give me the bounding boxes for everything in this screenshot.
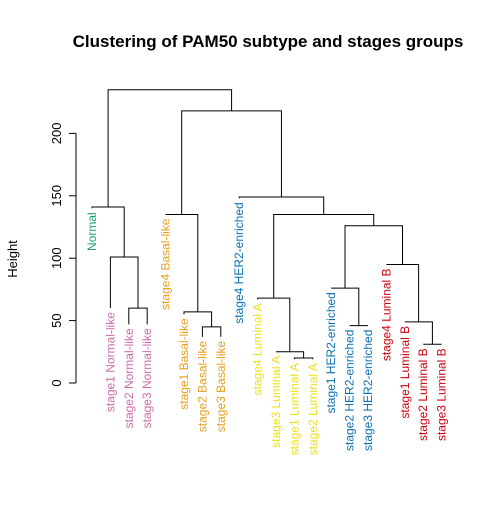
leaf-label: stage2 Luminal A — [306, 363, 320, 455]
dendrogram-branch — [293, 357, 314, 360]
leaf-label: stage4 Basal-like — [159, 218, 173, 310]
leaf-label: stage1 Luminal A — [287, 363, 301, 455]
dendrogram-branch — [404, 321, 433, 345]
dendrogram-branch — [181, 110, 282, 215]
leaf-label: stage3 HER2-enriched — [361, 330, 375, 451]
leaf-label: stage2 HER2-enriched — [343, 330, 357, 451]
leaf-label: stage1 Luminal B — [398, 326, 412, 419]
dendrogram-branch — [107, 89, 233, 208]
chart-title: Clustering of PAM50 subtype and stages g… — [73, 32, 464, 51]
y-tick-label: 150 — [49, 185, 64, 207]
y-tick-label: 0 — [49, 379, 64, 386]
leaf-label: stage2 Basal-like — [195, 341, 209, 433]
leaf-label: stage1 Basal-like — [177, 318, 191, 410]
dendrogram-branch — [386, 263, 420, 322]
dendrogram-branch — [165, 214, 199, 312]
dendrogram-branch — [109, 256, 139, 309]
leaf-label: stage2 Normal-like — [122, 328, 136, 428]
dendrogram-branch — [201, 326, 222, 337]
leaf-label: stage3 Basal-like — [214, 341, 228, 433]
y-tick-label: 100 — [49, 247, 64, 269]
leaf-label: stage2 Luminal B — [416, 348, 430, 441]
dendrogram-branch — [273, 214, 375, 299]
y-tick-label: 200 — [49, 123, 64, 145]
leaf-label: stage3 Luminal B — [435, 348, 449, 441]
dendrogram-branch — [331, 287, 360, 326]
dendrogram-branch — [276, 351, 305, 359]
leaf-label: stage4 Luminal A — [251, 303, 265, 395]
y-axis: 0 50 100 150 200 — [49, 123, 77, 387]
dendrogram-branch — [344, 225, 403, 289]
y-axis-label: Height — [5, 240, 20, 278]
y-tick-label: 50 — [49, 313, 64, 327]
leaf-label: stage4 Luminal B — [379, 268, 393, 361]
leaf-labels: Normal stage1 Normal-like stage2 Normal-li… — [85, 202, 449, 455]
leaf-label: stage4 HER2-enriched — [232, 202, 246, 323]
dendrogram-branch — [238, 196, 325, 215]
dendrogram-branch — [128, 307, 148, 325]
leaf-label: stage1 HER2-enriched — [324, 292, 338, 413]
dendrogram-tree — [91, 89, 442, 360]
leaf-label: stage3 Luminal A — [269, 356, 283, 448]
leaf-label: stage1 Normal-like — [103, 312, 117, 412]
leaf-label: stage3 Normal-like — [140, 328, 154, 428]
leaf-label: Normal — [85, 212, 99, 251]
